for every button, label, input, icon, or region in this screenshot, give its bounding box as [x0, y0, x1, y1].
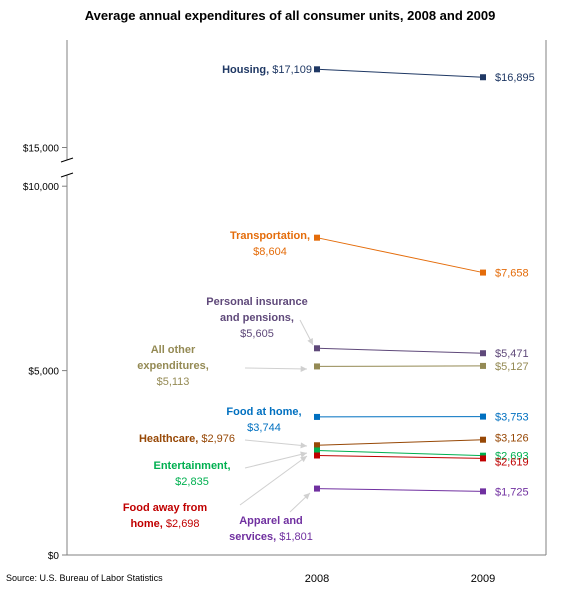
series-line-personal-insurance-and-pensions: [316, 347, 484, 354]
data-point-housing: [480, 74, 486, 81]
series-label-name: Food at home,: [226, 406, 301, 418]
series-label-value: $2,835: [175, 476, 209, 488]
series-label-name: Food away from: [123, 502, 208, 514]
data-point-all-other-expenditures: [314, 363, 320, 370]
series-label-value: $17,109: [269, 64, 312, 76]
callout-arrowhead: [300, 442, 307, 449]
series-label-name: services,: [229, 531, 276, 543]
value-label-2009-food-at-home: $3,753: [495, 412, 529, 424]
series-label-housing: Housing, $17,109: [222, 64, 312, 76]
x-tick-label: 2008: [305, 573, 329, 585]
series-label-value: $3,744: [247, 422, 281, 434]
series-label-food-away-from-home: home, $2,698: [130, 518, 199, 530]
series-line-healthcare: [316, 439, 484, 446]
data-point-personal-insurance-and-pensions: [480, 350, 486, 357]
callout-arrowhead: [300, 456, 307, 463]
series-line-housing: [316, 68, 484, 78]
value-label-2009-food-away-from-home: $2,619: [495, 456, 529, 468]
series-label-value: $2,976: [198, 433, 235, 445]
data-point-food-at-home: [480, 413, 486, 420]
series-label-name: All other: [151, 344, 196, 356]
series-label-value: $5,113: [157, 376, 190, 388]
series-label-entertainment: Entertainment,: [153, 460, 230, 472]
x-tick-label: 2009: [471, 573, 495, 585]
series-label-food-at-home: Food at home,: [226, 406, 301, 418]
y-tick-label: $5,000: [28, 367, 59, 378]
data-point-food-at-home: [314, 413, 320, 420]
callout-arrowhead: [307, 338, 313, 345]
series-line-all-other-expenditures: [316, 365, 484, 367]
series-label-transportation: $8,604: [253, 246, 287, 258]
series-label-all-other-expenditures: $5,113: [157, 376, 190, 388]
series-label-personal-insurance-and-pensions: $5,605: [240, 328, 274, 340]
axis-break-mark: [60, 172, 74, 178]
series-label-food-away-from-home: Food away from: [123, 502, 208, 514]
callout-arrowhead: [300, 451, 307, 458]
series-label-transportation: Transportation,: [230, 230, 310, 242]
series-label-food-at-home: $3,744: [247, 422, 281, 434]
data-point-all-other-expenditures: [480, 362, 486, 369]
callout-arrow: [244, 439, 308, 447]
callout-arrowhead: [300, 365, 307, 372]
chart-title: Average annual expenditures of all consu…: [84, 8, 496, 23]
series-label-entertainment: $2,835: [175, 476, 209, 488]
series-label-apparel-and-services: Apparel and: [239, 515, 303, 527]
callout-arrow: [244, 367, 308, 370]
source-note: Source: U.S. Bureau of Labor Statistics: [6, 573, 163, 583]
series-label-value: $8,604: [253, 246, 287, 258]
series-label-name: Apparel and: [239, 515, 303, 527]
series-label-name: Housing,: [222, 64, 269, 76]
series-label-name: Transportation,: [230, 230, 310, 242]
data-point-healthcare: [314, 442, 320, 449]
data-point-healthcare: [480, 436, 486, 443]
value-label-2009-transportation: $7,658: [495, 268, 529, 280]
series-label-name: expenditures,: [137, 360, 209, 372]
data-point-transportation: [480, 269, 486, 276]
series-label-apparel-and-services: services, $1,801: [229, 531, 313, 543]
series-label-value: $1,801: [276, 531, 313, 543]
series-line-entertainment: [316, 449, 484, 457]
value-label-2009-personal-insurance-and-pensions: $5,471: [495, 348, 529, 360]
y-tick-label: $0: [48, 551, 60, 562]
series-label-personal-insurance-and-pensions: and pensions,: [220, 312, 294, 324]
value-label-2009-entertainment: $2,693: [495, 451, 529, 463]
series-label-personal-insurance-and-pensions: Personal insurance: [206, 296, 308, 308]
series-label-all-other-expenditures: expenditures,: [137, 360, 209, 372]
data-point-apparel-and-services: [480, 488, 486, 495]
data-point-apparel-and-services: [314, 485, 320, 492]
series-label-healthcare: Healthcare, $2,976: [139, 433, 235, 445]
series-label-name: home,: [130, 518, 162, 530]
series-label-value: $5,605: [240, 328, 274, 340]
value-label-2009-healthcare: $3,126: [495, 433, 529, 445]
data-point-transportation: [314, 234, 320, 241]
data-point-food-away-from-home: [314, 452, 320, 459]
data-point-personal-insurance-and-pensions: [314, 345, 320, 352]
callout-arrowhead: [303, 493, 310, 500]
axis-break-mark: [60, 157, 74, 163]
series-line-transportation: [316, 237, 484, 274]
value-label-2009-all-other-expenditures: $5,127: [495, 361, 529, 373]
series-line-apparel-and-services: [316, 488, 484, 492]
series-label-name: Healthcare,: [139, 433, 198, 445]
callout-arrow: [239, 455, 308, 506]
series-label-value: $2,698: [163, 518, 200, 530]
series-label-name: and pensions,: [220, 312, 294, 324]
value-label-2009-apparel-and-services: $1,725: [495, 486, 529, 498]
data-point-housing: [314, 66, 320, 73]
data-point-entertainment: [314, 447, 320, 454]
series-label-name: Entertainment,: [153, 460, 230, 472]
callout-arrow: [244, 452, 308, 469]
y-tick-label: $10,000: [23, 182, 60, 193]
data-point-food-away-from-home: [480, 455, 486, 462]
y-tick-label: $15,000: [23, 144, 60, 155]
value-label-2009-housing: $16,895: [495, 72, 535, 84]
series-line-food-away-from-home: [316, 454, 484, 459]
series-label-name: Personal insurance: [206, 296, 308, 308]
series-label-all-other-expenditures: All other: [151, 344, 196, 356]
